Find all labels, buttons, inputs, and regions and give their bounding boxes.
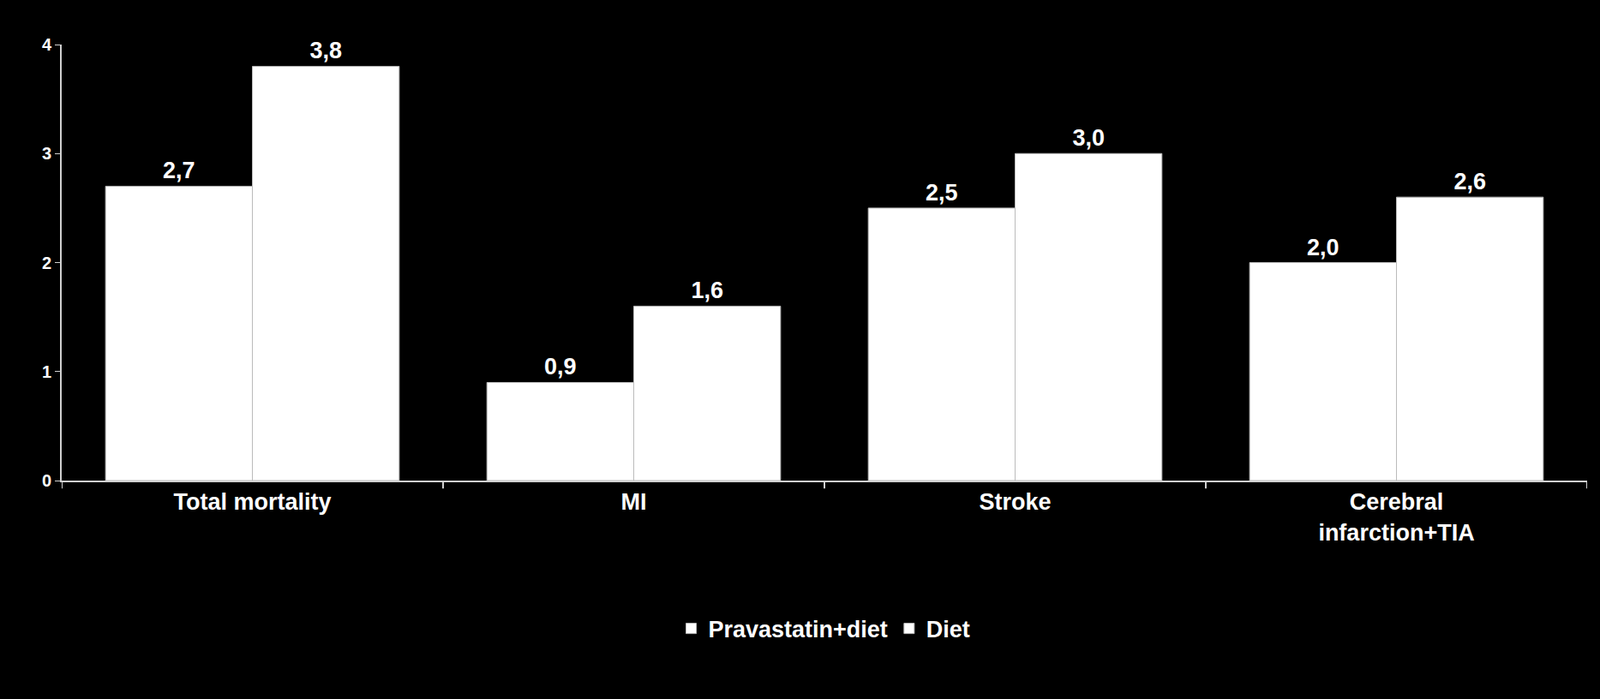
svg-text:Cerebralinfarction+TIA: Cerebralinfarction+TIA — [1318, 489, 1475, 546]
svg-text:4: 4 — [41, 35, 53, 54]
svg-text:2,0: 2,0 — [1306, 234, 1340, 261]
svg-text:Diet: Diet — [926, 617, 971, 643]
svg-text:2: 2 — [41, 253, 52, 273]
svg-text:3,8: 3,8 — [309, 37, 342, 64]
svg-text:0: 0 — [41, 471, 52, 491]
svg-text:Pravastatin+diet: Pravastatin+diet — [708, 617, 888, 643]
svg-text:1: 1 — [41, 362, 52, 382]
svg-text:Total mortality: Total mortality — [173, 489, 331, 516]
svg-text:Stroke: Stroke — [978, 489, 1051, 516]
svg-text:3,0: 3,0 — [1072, 125, 1105, 151]
svg-text:2,6: 2,6 — [1453, 168, 1487, 195]
svg-text:3: 3 — [41, 143, 52, 163]
svg-text:MI: MI — [621, 489, 648, 516]
svg-text:1,6: 1,6 — [690, 277, 724, 304]
svg-text:0,9: 0,9 — [544, 353, 577, 380]
svg-text:2,7: 2,7 — [162, 157, 196, 184]
svg-text:2,5: 2,5 — [925, 179, 959, 206]
